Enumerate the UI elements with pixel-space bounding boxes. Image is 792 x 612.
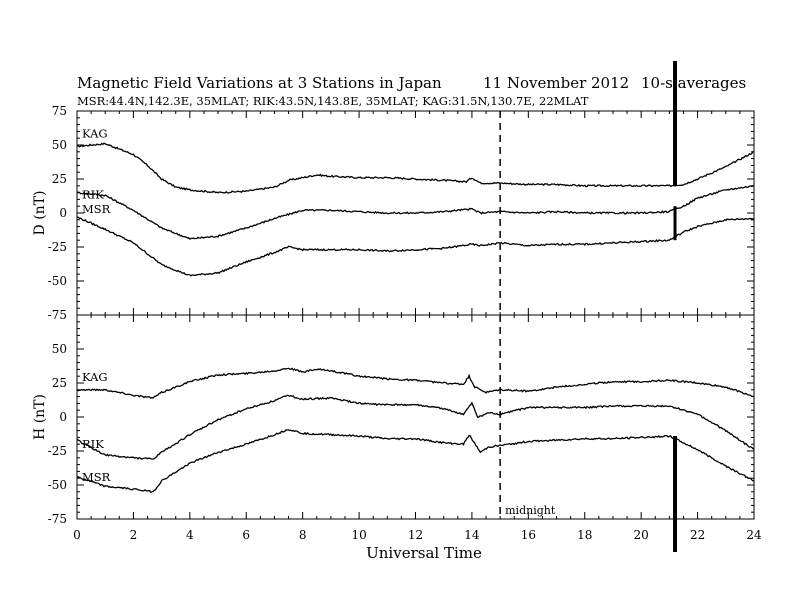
y-tick-label: -25 — [48, 444, 67, 458]
h-series-label-rik: RIK — [82, 437, 104, 451]
overlays: midnight — [499, 61, 678, 552]
x-tick-label: 24 — [746, 528, 762, 542]
x-tick-label: 20 — [634, 528, 649, 542]
d-y-axis-label: D (nT) — [32, 191, 48, 236]
x-tick-label: 12 — [408, 528, 423, 542]
x-axis-label: Universal Time — [366, 544, 482, 562]
d-series-kag — [76, 142, 755, 194]
d-series-label-msr: MSR — [82, 202, 111, 216]
y-tick-label: -75 — [48, 512, 67, 526]
y-tick-label: 0 — [59, 206, 67, 220]
x-tick-label: 2 — [130, 528, 138, 542]
x-tick-label: 22 — [690, 528, 705, 542]
chart-date: 11 November 2012 — [483, 74, 629, 92]
h-series-label-msr: MSR — [82, 470, 111, 484]
y-tick-label: -50 — [48, 274, 67, 288]
y-tick-label: 75 — [52, 104, 67, 118]
x-tick-label: 4 — [186, 528, 194, 542]
x-tick-label: 18 — [577, 528, 592, 542]
y-tick-label: 25 — [52, 376, 67, 390]
x-tick-label: 16 — [521, 528, 536, 542]
x-tick-label: 10 — [351, 528, 366, 542]
y-tick-label: 0 — [59, 410, 67, 424]
h-series-label-kag: KAG — [82, 370, 108, 384]
d-series-label-kag: KAG — [82, 126, 108, 140]
h-series-rik — [76, 394, 755, 460]
x-tick-label: 0 — [73, 528, 81, 542]
y-tick-label: -75 — [48, 308, 67, 322]
d-series-rik — [76, 185, 755, 240]
y-tick-label: 25 — [52, 172, 67, 186]
y-tick-label: 50 — [52, 342, 67, 356]
y-tick-label: 50 — [52, 138, 67, 152]
d-series-msr — [76, 216, 755, 277]
x-tick-label: 6 — [242, 528, 250, 542]
h-y-axis-label: H (nT) — [32, 394, 48, 440]
h-series-kag — [76, 367, 755, 400]
d-series-label-rik: RIK — [82, 188, 104, 202]
x-tick-label: 8 — [299, 528, 307, 542]
y-tick-label: -50 — [48, 478, 67, 492]
x-tick-label: 14 — [464, 528, 480, 542]
chart-title: Magnetic Field Variations at 3 Stations … — [77, 74, 442, 92]
station-coordinates: MSR:44.4N,142.3E, 35MLAT; RIK:43.5N,143.… — [77, 94, 589, 108]
y-tick-label: -25 — [48, 240, 67, 254]
chart-averaging: 10-s averages — [641, 74, 746, 92]
h-series-msr — [76, 429, 755, 494]
midnight-label: midnight — [505, 504, 556, 517]
